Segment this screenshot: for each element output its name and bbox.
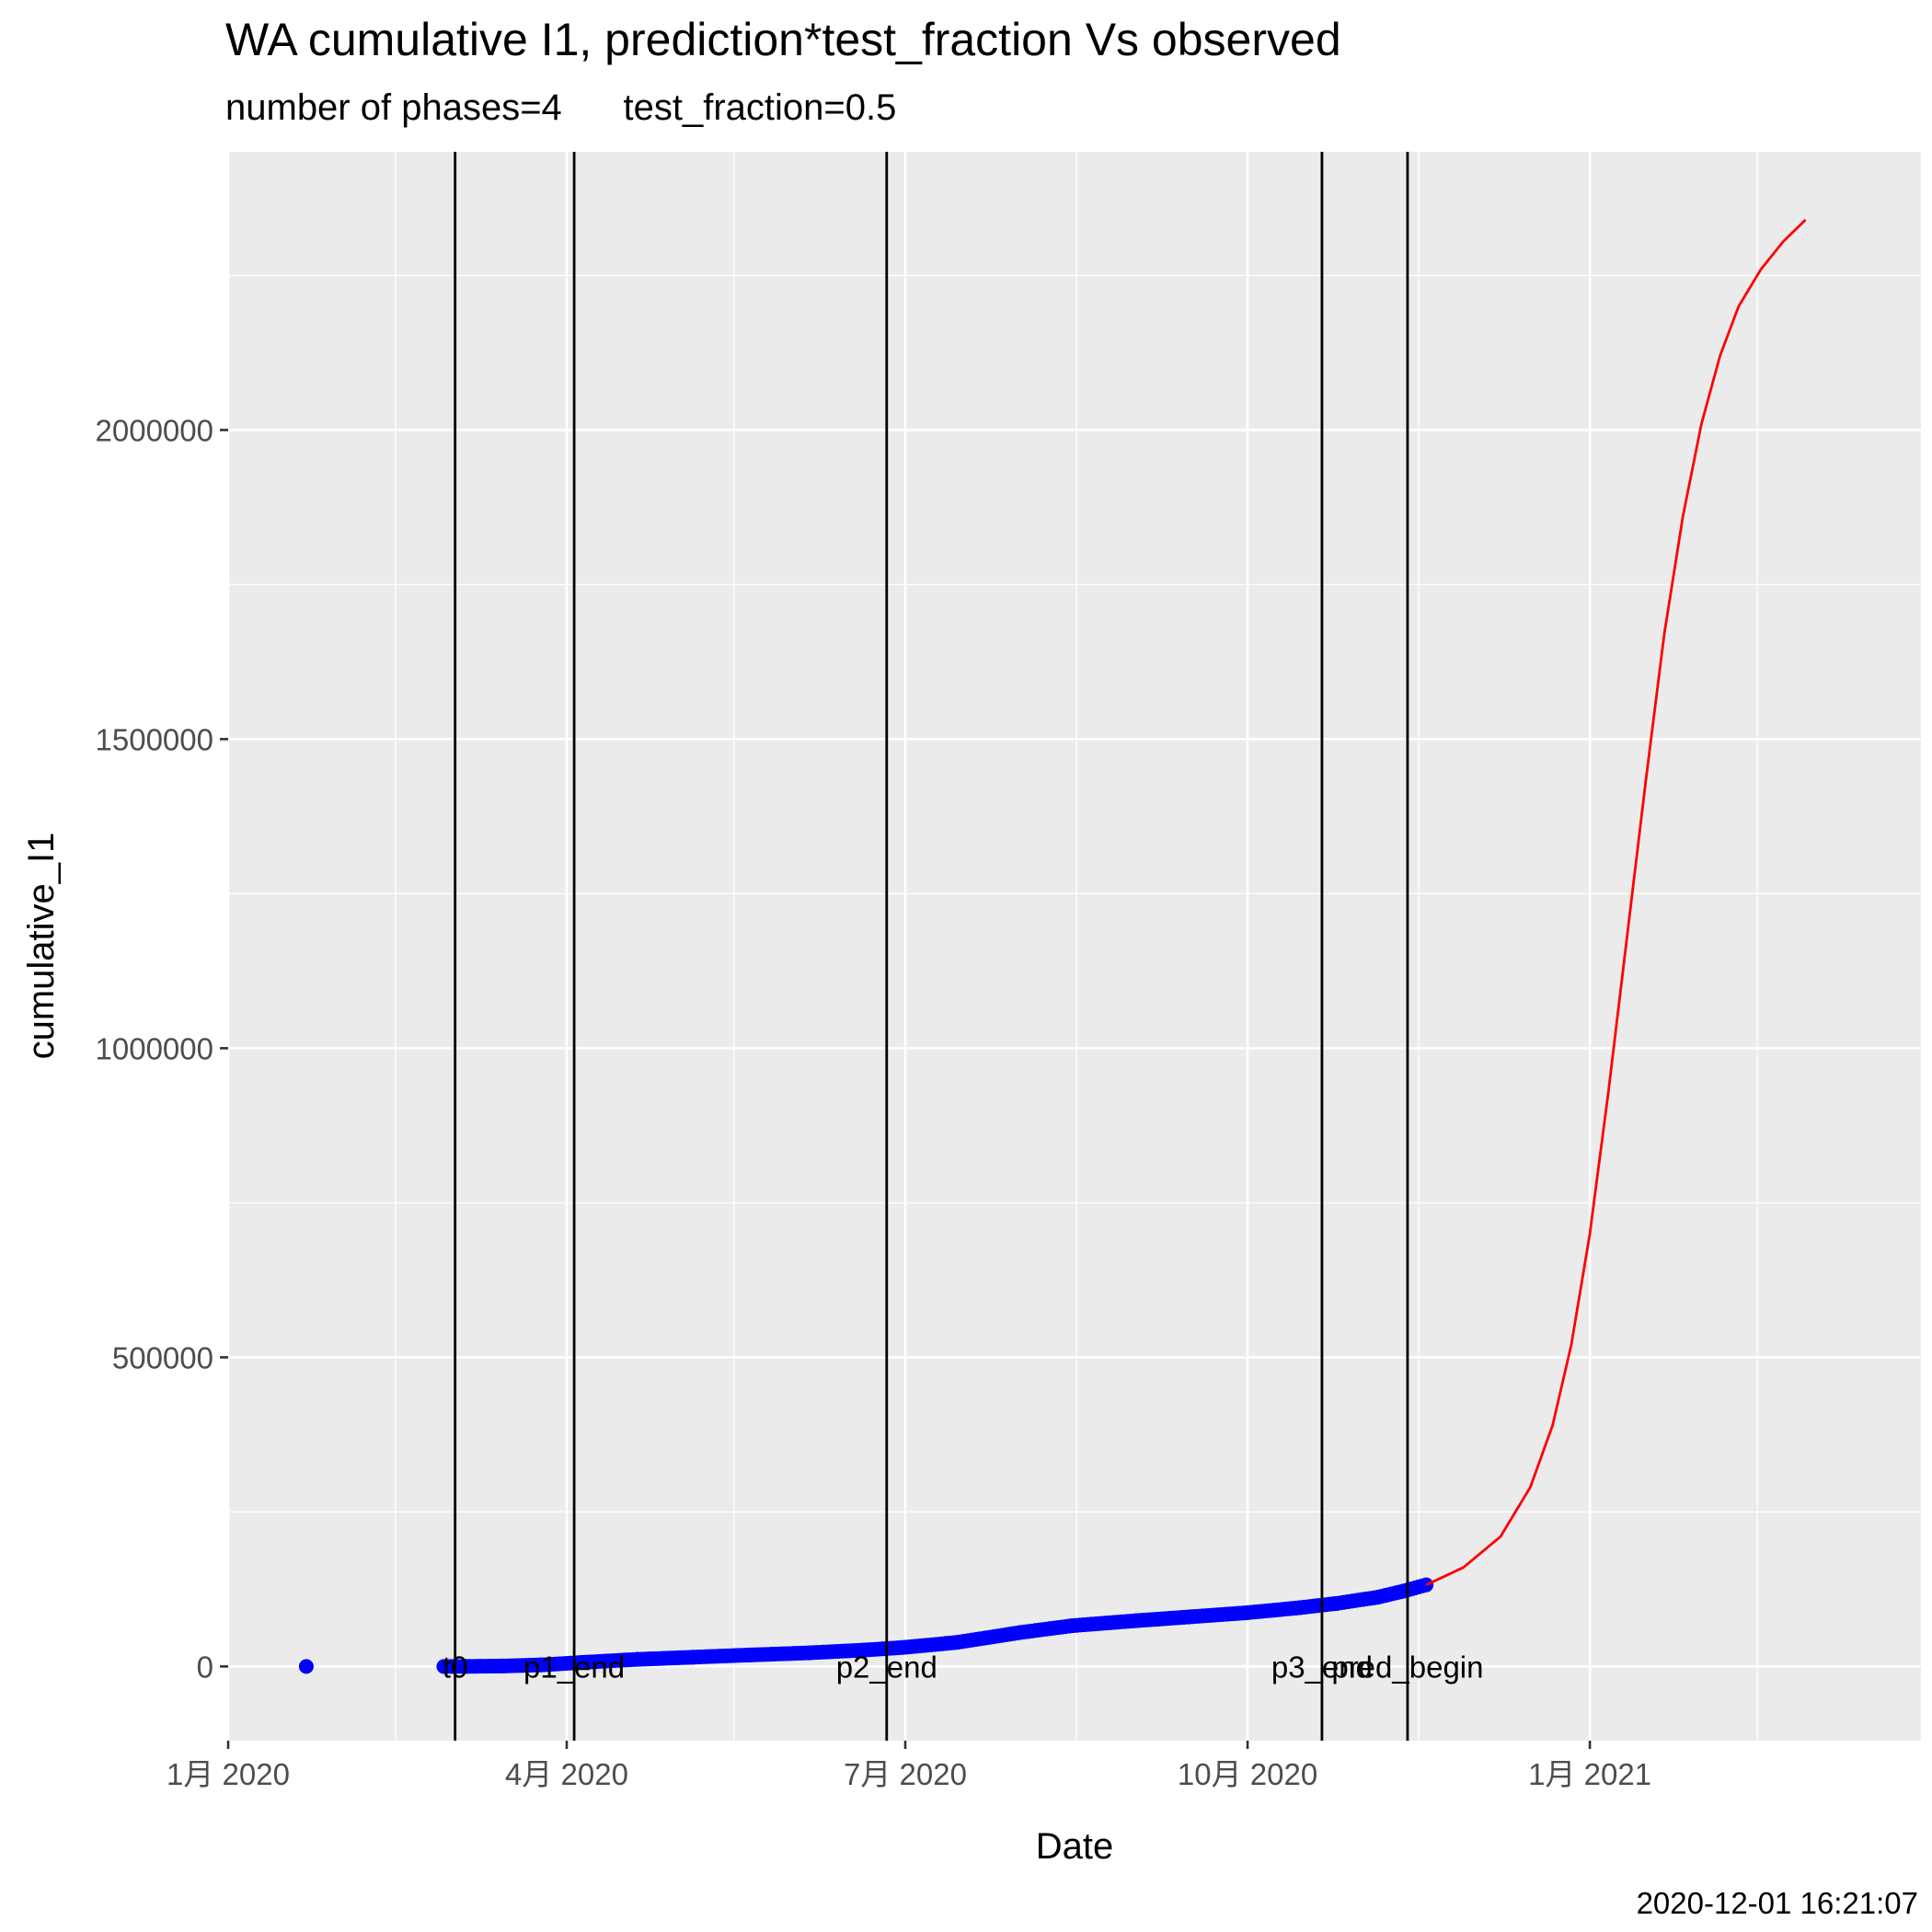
observed-point — [1013, 1625, 1029, 1640]
observed-point — [1396, 1583, 1411, 1599]
y-tick-label: 2000000 — [96, 413, 213, 447]
observed-point — [1128, 1613, 1144, 1628]
vline-label-pred-begin: pred_begin — [1331, 1650, 1483, 1684]
observed-point — [1064, 1618, 1080, 1634]
y-tick-label: 1000000 — [96, 1031, 213, 1065]
vline-label-p3-end: p3_end — [1271, 1650, 1373, 1684]
observed-point — [898, 1639, 913, 1655]
observed-point — [1292, 1600, 1307, 1616]
plot-panel — [228, 152, 1921, 1741]
vline-label-p1-end: p1_end — [523, 1650, 625, 1684]
prediction-line — [1425, 218, 1807, 1586]
observed-point — [436, 1659, 452, 1674]
chart-subtitle: number of phases=4 test_fraction=0.5 — [225, 87, 896, 128]
observed-point — [533, 1657, 548, 1673]
chart-title: WA cumulative I1, prediction*test_fracti… — [225, 14, 1341, 65]
observed-point — [1240, 1604, 1256, 1620]
vline-label-t0: t0 — [443, 1650, 468, 1684]
observed-point — [1180, 1609, 1196, 1625]
observed-point — [1370, 1590, 1386, 1605]
observed-point — [496, 1658, 512, 1673]
x-tick-label: 4月 2020 — [505, 1757, 628, 1791]
y-tick-label: 1500000 — [96, 722, 213, 756]
y-axis-label: cumulative_I1 — [21, 833, 62, 1060]
observed-point — [298, 1659, 314, 1674]
observed-point — [949, 1635, 965, 1650]
x-tick-label: 7月 2020 — [844, 1757, 967, 1791]
observed-point — [1419, 1577, 1434, 1593]
x-tick-label: 1月 2021 — [1528, 1757, 1651, 1791]
chart-caption: 2020-12-01 16:21:07 — [1637, 1886, 1918, 1920]
x-axis-label: Date — [1036, 1826, 1114, 1867]
observed-point — [574, 1654, 590, 1670]
series-layer — [298, 218, 1807, 1674]
observed-point — [685, 1650, 701, 1665]
observed-point — [1329, 1595, 1345, 1611]
x-tick-label: 1月 2020 — [167, 1757, 290, 1791]
vline-label-p2-end: p2_end — [836, 1650, 937, 1684]
observed-point — [458, 1659, 474, 1674]
axes: 0 500000 1000000 1500000 2000000 1月 2020 4月 20… — [96, 413, 1652, 1791]
observed-point — [857, 1642, 872, 1658]
observed-point — [629, 1651, 645, 1667]
observed-point — [742, 1647, 757, 1662]
y-tick-label: 0 — [197, 1650, 213, 1684]
observed-point — [800, 1645, 816, 1661]
x-tick-label: 10月 2020 — [1178, 1757, 1317, 1791]
y-tick-label: 500000 — [112, 1340, 213, 1374]
minor-gridlines — [228, 152, 1921, 1741]
